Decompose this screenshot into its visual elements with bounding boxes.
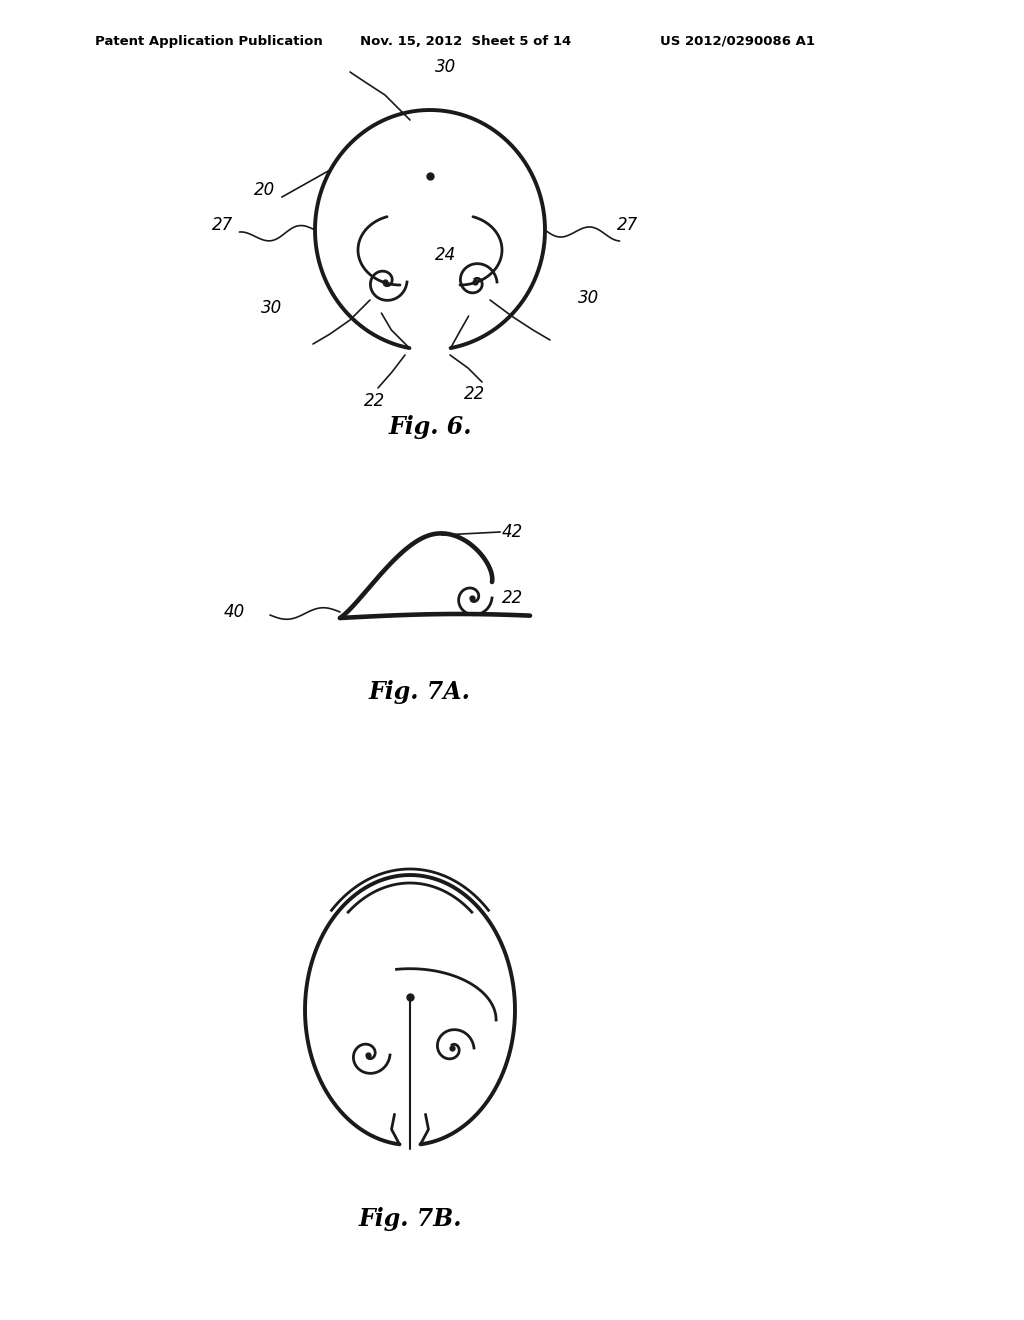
Text: US 2012/0290086 A1: US 2012/0290086 A1	[660, 36, 815, 48]
Text: 20: 20	[254, 181, 275, 199]
Text: 22: 22	[502, 589, 523, 607]
Text: Fig. 6.: Fig. 6.	[388, 414, 472, 440]
Text: 30: 30	[435, 58, 457, 77]
Text: 22: 22	[464, 385, 485, 403]
Text: Patent Application Publication: Patent Application Publication	[95, 36, 323, 48]
Text: 30: 30	[261, 300, 282, 317]
Text: Fig. 7A.: Fig. 7A.	[369, 680, 471, 704]
Text: 27: 27	[212, 216, 233, 234]
Text: 40: 40	[224, 603, 245, 620]
Text: Nov. 15, 2012  Sheet 5 of 14: Nov. 15, 2012 Sheet 5 of 14	[360, 36, 571, 48]
Text: Fig. 7B.: Fig. 7B.	[358, 1206, 462, 1232]
Text: 22: 22	[365, 392, 386, 411]
Text: 30: 30	[578, 289, 599, 308]
Text: 42: 42	[502, 523, 523, 541]
Text: 24: 24	[435, 246, 457, 264]
Text: 27: 27	[617, 216, 638, 234]
